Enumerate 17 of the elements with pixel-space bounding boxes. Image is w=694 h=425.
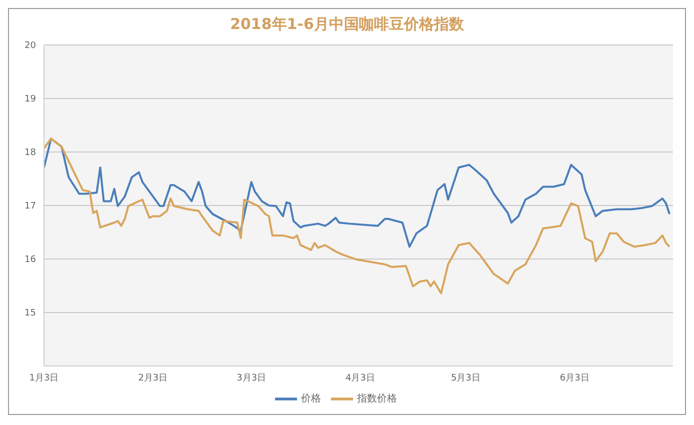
legend-label: 价格 [301,394,321,405]
x-tick-label: 1月3日 [29,373,59,384]
line-series [44,138,670,294]
chart-title: 2018年1-6月中国咖啡豆价格指数 [229,14,465,35]
legend-label: 指数价格 [357,394,397,405]
x-tick-label: 2月3日 [138,373,168,384]
y-tick-label: 20 [24,41,36,52]
line-series [44,138,670,248]
x-tick-label: 6月3日 [560,373,590,384]
y-tick-label: 18 [24,148,36,158]
x-tick-label: 4月3日 [346,373,375,384]
y-tick-label: 15 [24,308,36,319]
x-tick-label: 3月3日 [236,373,266,384]
x-tick-label: 5月3日 [450,373,480,384]
y-tick-label: 19 [24,94,36,105]
y-tick-label: 16 [24,255,36,266]
y-tick-label: 17 [24,202,36,212]
